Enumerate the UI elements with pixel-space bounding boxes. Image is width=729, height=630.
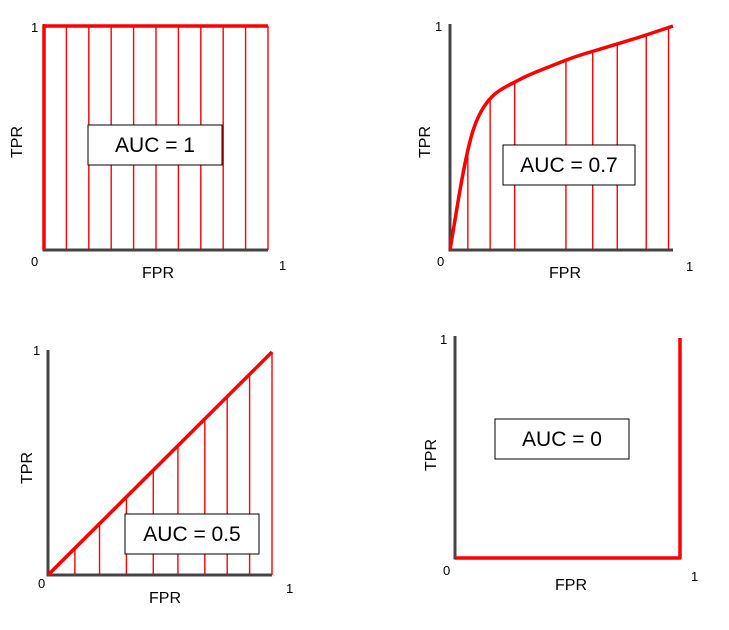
- origin-tick-label: 0: [437, 254, 444, 269]
- roc-curve: [448, 24, 674, 251]
- x-axis-label: FPR: [149, 590, 181, 607]
- roc-curve: [455, 338, 682, 560]
- y-axis-label: TPR: [19, 452, 36, 484]
- x-tick-label: 1: [279, 258, 286, 273]
- x-axis-label: FPR: [555, 577, 587, 594]
- roc-panel-1: 0 1 1 FPR TPR AUC = 1: [9, 20, 286, 282]
- origin-tick-label: 0: [443, 563, 450, 578]
- auc-annotation-box: [502, 144, 636, 186]
- origin-tick-label: 0: [38, 576, 45, 591]
- x-tick-label: 1: [691, 569, 698, 584]
- y-axis-label: TPR: [417, 126, 434, 158]
- y-tick-label: 1: [435, 19, 442, 34]
- auc-annotation-box: [87, 124, 223, 166]
- auc-annotation: AUC = 0.7: [520, 154, 617, 177]
- origin-tick-label: 0: [31, 254, 38, 269]
- x-tick-label: 1: [686, 259, 693, 274]
- auc-annotation: AUC = 1: [115, 134, 195, 157]
- roc-panel-2: 0 1 1 FPR TPR AUC = 0.7: [417, 19, 693, 282]
- roc-curve: [46, 350, 274, 577]
- auc-annotation-box: [124, 513, 260, 555]
- x-tick-label: 1: [286, 581, 293, 596]
- x-axis-label: FPR: [142, 265, 174, 282]
- auc-annotation: AUC = 0.5: [143, 523, 240, 546]
- auc-annotation: AUC = 0: [522, 428, 602, 451]
- x-axis-label: FPR: [549, 265, 581, 282]
- y-tick-label: 1: [31, 20, 38, 35]
- roc-panel-3: 0 1 1 FPR TPR AUC = 0.5: [19, 343, 293, 607]
- auc-annotation-box: [494, 418, 630, 460]
- y-axis-label: TPR: [9, 126, 26, 158]
- y-tick-label: 1: [33, 343, 40, 358]
- roc-panel-4: 0 1 1 FPR TPR AUC = 0: [423, 332, 698, 594]
- y-axis-label: TPR: [423, 439, 440, 471]
- roc-curve: [42, 24, 268, 250]
- y-tick-label: 1: [440, 332, 447, 347]
